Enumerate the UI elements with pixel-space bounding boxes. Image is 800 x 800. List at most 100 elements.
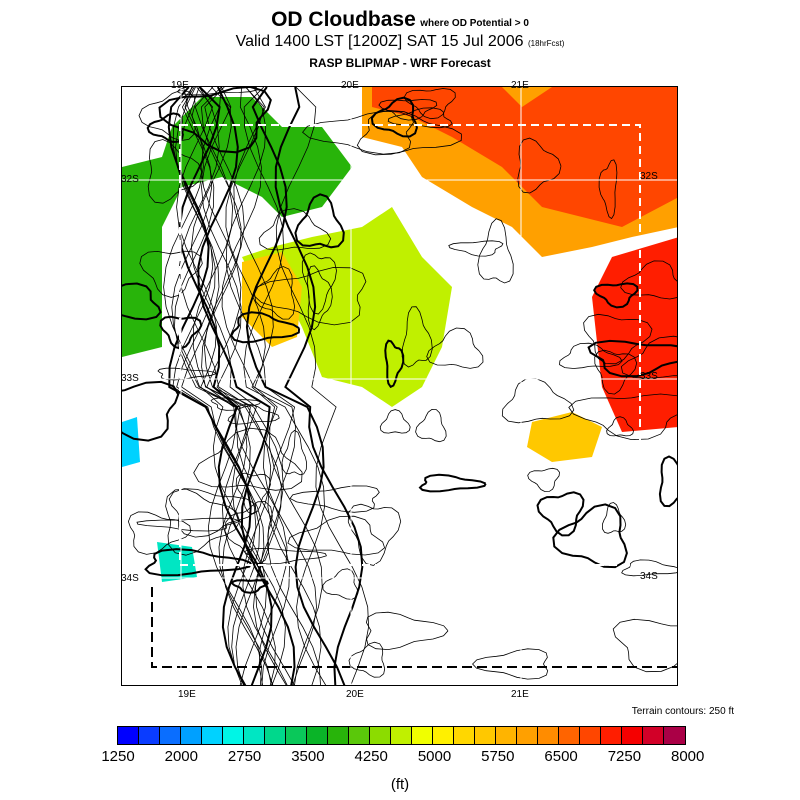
terrain-contour (568, 393, 677, 441)
fill-red-east (592, 237, 677, 432)
terrain-contour (598, 159, 618, 220)
terrain-contour (448, 240, 504, 257)
colorbar-swatch (286, 727, 307, 744)
lon-label-top-19e: 19E (171, 80, 189, 91)
subtitle: RASP BLIPMAP - WRF Forecast (309, 56, 491, 70)
lat-label-right-33s: 33S (640, 371, 658, 382)
terrain-contour (235, 472, 271, 515)
map-title: OD Cloudbase where OD Potential > 0 (0, 8, 800, 32)
terrain-contour (552, 503, 628, 569)
terrain-contour (621, 559, 677, 577)
colorbar-tick-label: 1250 (101, 748, 135, 765)
terrain-contour (175, 87, 260, 685)
colorbar-tick-label: 6500 (544, 748, 578, 765)
terrain-contour (593, 282, 639, 309)
terrain-contour (144, 548, 252, 577)
terrain-contour (356, 109, 462, 156)
terrain-contour (612, 618, 677, 673)
title-text: OD Cloudbase (271, 8, 416, 31)
fill-yellow-central (242, 207, 452, 407)
terrain-contour (294, 193, 345, 249)
terrain-contour (301, 252, 337, 315)
colorbar-swatch (412, 727, 433, 744)
fill-cyan-west (122, 417, 140, 467)
colorbar-swatch (433, 727, 454, 744)
terrain-contour (193, 427, 303, 491)
terrain-contour (178, 87, 276, 685)
terrain-contour (139, 250, 203, 298)
terrain-contour-note: Terrain contours: 250 ft (631, 706, 734, 717)
terrain-contour (387, 107, 453, 129)
colorbar-swatch (181, 727, 202, 744)
colorbar-unit: (ft) (390, 776, 410, 793)
terrain-contours (122, 87, 677, 685)
colorbar-swatch (328, 727, 349, 744)
terrain-contour (287, 515, 386, 556)
colorbar-tick-label: 3500 (291, 748, 325, 765)
terrain-contour (302, 110, 414, 155)
colorbar-swatch (391, 727, 412, 744)
terrain-contour (179, 87, 265, 685)
valid-time: Valid 1400 LST [1200Z] SAT 15 Jul 2006 (… (0, 33, 800, 51)
terrain-contour (231, 579, 269, 594)
cloudbase-map (121, 86, 678, 686)
lon-label-bottom-21e: 21E (511, 689, 529, 700)
terrain-contour (136, 517, 241, 532)
lat-label-right-32s: 32S (640, 171, 658, 182)
lat-label-left-34s: 34S (121, 573, 139, 584)
terrain-contour (426, 327, 484, 369)
colorbar-tick-label: 5000 (417, 748, 452, 765)
colorbar-swatch (223, 727, 244, 744)
colorbar-swatch (307, 727, 328, 744)
lat-label-left-32s: 32S (121, 174, 139, 185)
colorbar-swatch (160, 727, 181, 744)
colorbar-tick-label: 4250 (354, 748, 388, 765)
terrain-contour (230, 311, 301, 344)
terrain-contour (127, 511, 192, 555)
title-note: where OD Potential > 0 (420, 18, 529, 29)
terrain-contour (233, 87, 323, 685)
terrain-contour (401, 306, 433, 368)
colorbar-swatch (622, 727, 643, 744)
terrain-contour (559, 342, 623, 369)
dashed-box (151, 124, 677, 668)
terrain-contour (347, 503, 402, 566)
terrain-contour (289, 485, 380, 513)
colorbar (117, 726, 686, 745)
terrain-contour (348, 641, 386, 678)
colorbar-swatch (475, 727, 496, 744)
terrain-contour (178, 87, 273, 685)
colorbar-swatch (202, 727, 223, 744)
terrain-contour (210, 397, 261, 411)
colorbar-swatch (349, 727, 370, 744)
terrain-contour (225, 87, 317, 685)
colorbar-swatch (370, 727, 391, 744)
colorbar-tick-label: 2750 (227, 748, 262, 765)
lon-label-top-20e: 20E (341, 80, 359, 91)
fill-red-north (372, 87, 677, 227)
terrain-contour (587, 339, 677, 378)
terrain-contour (322, 568, 359, 600)
colorbar-tick-label: 5750 (481, 748, 515, 765)
terrain-contour (243, 87, 327, 685)
terrain-contour (258, 208, 332, 251)
terrain-contour (415, 408, 447, 443)
terrain-contour (378, 99, 438, 121)
terrain-contour (501, 378, 575, 424)
colorbar-swatch (580, 727, 601, 744)
colorbar-tick-label: 2000 (164, 748, 198, 765)
terrain-contour (225, 87, 322, 685)
terrain-contour (594, 349, 638, 395)
terrain-contour (146, 112, 184, 144)
terrain-contour (602, 502, 627, 534)
lat-label-left-33s: 33S (121, 373, 139, 384)
terrain-contour (620, 260, 677, 300)
terrain-contour (200, 87, 287, 685)
terrain-contour (167, 87, 252, 685)
colorbar-swatch (601, 727, 622, 744)
terrain-contour (365, 611, 449, 651)
colorbar-swatch (517, 727, 538, 744)
terrain-contour (307, 265, 333, 331)
terrain-contour (477, 218, 514, 284)
terrain-contour (472, 648, 549, 680)
